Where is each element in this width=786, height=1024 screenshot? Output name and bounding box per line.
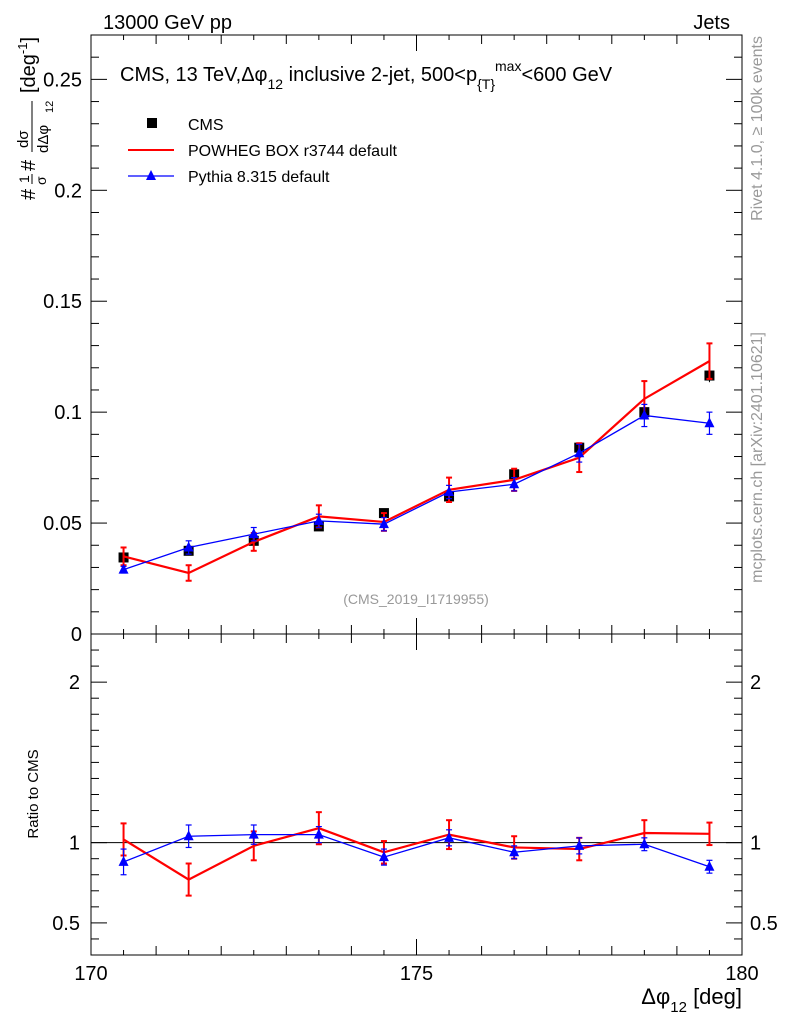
title-dphi: Δφ — [241, 64, 267, 86]
pythia-point — [574, 447, 585, 458]
header-right: Jets — [693, 12, 730, 34]
y-tick-label-main: 0.1 — [54, 402, 82, 424]
legend-pythia-marker — [146, 170, 156, 180]
ratio-pythia-point — [704, 860, 715, 871]
x-axis-label: Δφ12 [deg] — [641, 984, 742, 1016]
y-tick-label-ratio-right: 2 — [750, 672, 761, 694]
legend-cms-label: CMS — [188, 117, 224, 134]
ratio-plot-frame — [90, 633, 743, 956]
y-label-ddphi: dΔφ — [35, 125, 52, 153]
y-tick-label-ratio-left: 2 — [69, 672, 80, 694]
title-supmax: max — [495, 58, 521, 74]
powheg-line — [123, 360, 711, 575]
y-tick-label-main: 0.2 — [54, 180, 82, 202]
pythia-line — [123, 414, 710, 571]
y-tick-label-main: 0 — [71, 624, 82, 646]
legend-pythia-label: Pythia 8.315 default — [188, 169, 330, 186]
legend-powheg-label: POWHEG BOX r3744 default — [188, 143, 398, 160]
title-main: CMS, 13 TeV, — [120, 64, 241, 86]
pythia-point — [183, 541, 194, 552]
rivet-label: Rivet 4.1.0, ≥ 100k events — [749, 36, 766, 221]
title-end: <600 GeV — [521, 64, 612, 86]
pythia-point — [378, 518, 389, 529]
ratio-pythia-point — [248, 828, 259, 839]
y-label-sub: 12 — [44, 101, 56, 113]
ratio-pythia-point — [444, 831, 455, 842]
y-label-hash2: # — [18, 159, 40, 171]
y-label-one: 1 — [16, 175, 32, 183]
y-tick-label-ratio-right: 0.5 — [750, 913, 778, 935]
y-tick-label-main: 0.15 — [43, 291, 82, 313]
title-sub12: 12 — [268, 76, 284, 92]
y-label-dsigma: dσ — [15, 130, 32, 148]
chart-title: CMS, 13 TeV,Δφ12 inclusive 2-jet, 500<p{… — [120, 58, 613, 92]
ratio-pythia-point — [313, 828, 324, 839]
ratio-pythia-point — [509, 846, 520, 857]
y-label-hash: # — [18, 188, 40, 200]
ratio-pythia-point — [183, 830, 194, 841]
title-subT: {T} — [477, 76, 495, 92]
title-rest: inclusive 2-jet, 500<p — [283, 64, 477, 86]
pythia-point — [639, 409, 650, 420]
y-axis-label-main: # 1 σ # dσ dΔφ 12 [deg-1] — [15, 37, 56, 200]
ratio-pythia-line — [123, 833, 710, 868]
pythia-point — [444, 486, 455, 497]
ratio-powheg-line — [122, 827, 710, 881]
legend: CMS POWHEG BOX r3744 default Pythia 8.31… — [128, 117, 398, 186]
pythia-point — [118, 563, 129, 574]
x-tick-label: 170 — [74, 963, 107, 985]
ratio-pythia-point — [574, 839, 585, 850]
pythia-point — [313, 514, 324, 525]
y-tick-label-main: 0.05 — [43, 513, 82, 535]
legend-cms-marker — [147, 118, 157, 128]
y-tick-label-main: 0.25 — [43, 69, 82, 91]
y-tick-label-ratio-left: 1 — [69, 833, 80, 855]
y-axis-label-ratio: Ratio to CMS — [25, 749, 42, 838]
ratio-pythia-point — [378, 851, 389, 862]
y-tick-label-ratio-left: 0.5 — [52, 913, 80, 935]
data-marks — [118, 342, 715, 897]
y-label-sigma: σ — [33, 176, 49, 185]
mcplots-label: mcplots.cern.ch [arXiv:2401.10621] — [749, 332, 766, 583]
y-label-unit: [deg-1] — [15, 37, 40, 93]
x-tick-label: 175 — [400, 963, 433, 985]
y-tick-label-ratio-right: 1 — [750, 833, 761, 855]
ratio-pythia-point — [639, 838, 650, 849]
analysis-watermark: (CMS_2019_I1719955) — [343, 591, 489, 607]
pythia-point — [248, 528, 259, 539]
header-left: 13000 GeV pp — [103, 12, 232, 34]
ratio-pythia-point — [118, 855, 129, 866]
x-tick-label: 180 — [725, 963, 758, 985]
pythia-point — [509, 478, 520, 489]
pythia-point — [704, 417, 715, 428]
